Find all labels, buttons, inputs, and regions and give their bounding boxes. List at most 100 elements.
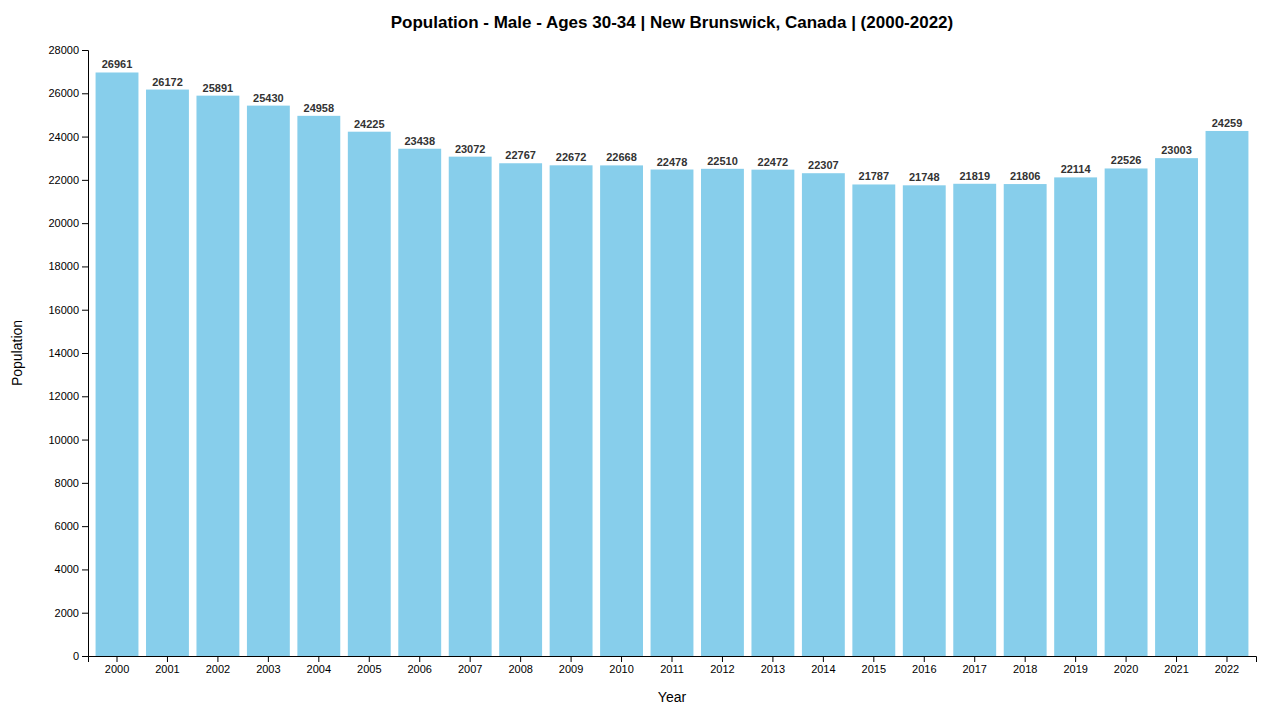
y-tick: 0 [73, 650, 88, 662]
data-labels: 2696126172258912543024958242252343823072… [102, 58, 1243, 183]
tick-mark [772, 656, 773, 662]
x-tick: 2014 [811, 656, 835, 675]
data-label: 24225 [354, 118, 385, 130]
tick-label: 18000 [48, 260, 79, 272]
tick-mark [419, 656, 420, 662]
bar [953, 184, 996, 656]
tick-label: 2000 [105, 663, 129, 675]
tick-mark [268, 656, 269, 662]
x-tick: 2008 [508, 656, 532, 675]
y-tick: 12000 [48, 390, 88, 402]
tick-mark [82, 526, 88, 527]
tick-mark [82, 483, 88, 484]
tick-label: 2002 [206, 663, 230, 675]
data-label: 22668 [606, 151, 637, 163]
data-label: 22672 [556, 151, 587, 163]
y-tick: 14000 [48, 347, 88, 359]
bar [651, 170, 694, 656]
tick-mark [82, 353, 88, 354]
data-label: 22472 [758, 156, 789, 168]
x-tick: 2010 [609, 656, 633, 675]
bar [701, 169, 744, 656]
tick-mark [82, 396, 88, 397]
y-tick: 28000 [48, 44, 88, 56]
tick-label: 20000 [48, 217, 79, 229]
tick-label: 28000 [48, 44, 79, 56]
bar [348, 132, 391, 656]
tick-mark [82, 50, 88, 51]
data-label: 22478 [657, 156, 688, 168]
x-tick: 2007 [458, 656, 482, 675]
y-axis-title: Population [9, 320, 25, 386]
data-label: 21819 [959, 170, 990, 182]
tick-label: 2012 [710, 663, 734, 675]
tick-label: 14000 [48, 347, 79, 359]
tick-label: 2020 [1114, 663, 1138, 675]
bar [1105, 168, 1148, 656]
tick-mark [167, 656, 168, 662]
x-tick: 2019 [1063, 656, 1087, 675]
y-tick: 6000 [55, 520, 88, 532]
axis-line [82, 51, 89, 657]
chart-svg: 2000200120022003200420052006200720082009… [0, 0, 1280, 720]
tick-mark [672, 656, 673, 662]
tick-mark [1075, 656, 1076, 662]
tick-mark [571, 656, 572, 662]
x-tick: 2011 [660, 656, 684, 675]
plot-area [96, 72, 1249, 656]
tick-mark [82, 180, 88, 181]
tick-label: 4000 [55, 563, 79, 575]
tick-mark [823, 656, 824, 662]
tick-mark [621, 656, 622, 662]
tick-label: 24000 [48, 131, 79, 143]
data-label: 21748 [909, 171, 940, 183]
bar [398, 149, 441, 656]
tick-label: 2017 [962, 663, 986, 675]
tick-mark [974, 656, 975, 662]
y-tick: 2000 [55, 607, 88, 619]
tick-mark [318, 656, 319, 662]
tick-label: 2003 [256, 663, 280, 675]
data-label: 22307 [808, 159, 839, 171]
x-tick: 2022 [1215, 656, 1239, 675]
tick-mark [82, 137, 88, 138]
x-tick: 2018 [1013, 656, 1037, 675]
tick-label: 2007 [458, 663, 482, 675]
x-tick: 2013 [761, 656, 785, 675]
tick-label: 6000 [55, 520, 79, 532]
tick-mark [520, 656, 521, 662]
bar [96, 72, 139, 656]
tick-mark [1025, 656, 1026, 662]
tick-mark [82, 223, 88, 224]
tick-mark [82, 613, 88, 614]
bar [196, 96, 239, 656]
bar [1004, 184, 1047, 656]
bar [1054, 177, 1097, 656]
tick-label: 2010 [609, 663, 633, 675]
bar [499, 163, 542, 656]
tick-mark [82, 569, 88, 570]
tick-label: 2016 [912, 663, 936, 675]
x-tick: 2021 [1164, 656, 1188, 675]
x-tick: 2003 [256, 656, 280, 675]
tick-mark [722, 656, 723, 662]
tick-label: 8000 [55, 477, 79, 489]
axis-line [89, 657, 1257, 663]
y-tick: 22000 [48, 174, 88, 186]
x-tick: 2017 [962, 656, 986, 675]
tick-label: 22000 [48, 174, 79, 186]
tick-label: 2019 [1063, 663, 1087, 675]
tick-label: 0 [73, 650, 79, 662]
tick-label: 2004 [307, 663, 331, 675]
x-tick: 2015 [862, 656, 886, 675]
x-tick: 2000 [105, 656, 129, 675]
bar [550, 165, 593, 656]
y-axis: 0200040006000800010000120001400016000180… [48, 44, 88, 662]
tick-label: 2005 [357, 663, 381, 675]
x-tick: 2001 [155, 656, 179, 675]
tick-mark [369, 656, 370, 662]
data-label: 22510 [707, 155, 738, 167]
data-label: 23438 [404, 135, 435, 147]
y-tick: 18000 [48, 260, 88, 272]
bar [600, 165, 643, 656]
